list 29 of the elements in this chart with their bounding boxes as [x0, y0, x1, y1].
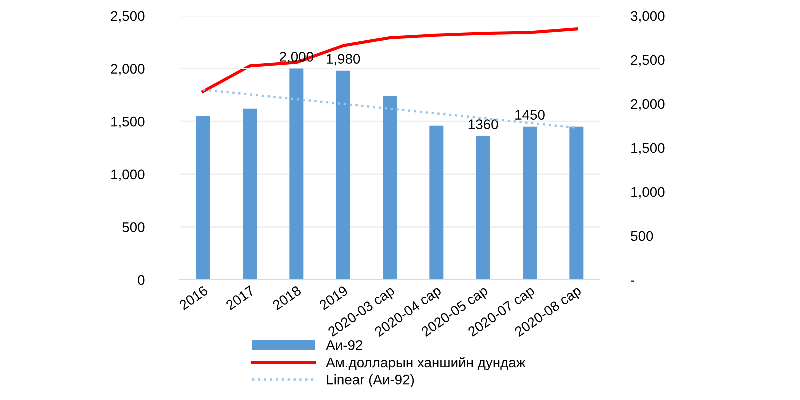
bar: [430, 126, 444, 280]
bar: [476, 136, 490, 280]
y2-tick-label: 1,000: [632, 187, 665, 199]
data-label: 1360: [468, 120, 498, 130]
y-tick-label: 0: [138, 275, 145, 286]
y2-tick-label: -: [631, 280, 635, 282]
bar: [383, 96, 397, 280]
y-tick-label: 2,000: [111, 64, 145, 76]
bar: [570, 126, 584, 280]
y-tick-label: 1,000: [112, 170, 145, 182]
y-tick-label: 2,500: [111, 11, 145, 23]
bar: [243, 108, 257, 280]
y2-tick-label: 2,000: [631, 99, 665, 111]
y-tick-label: 1,500: [112, 116, 145, 128]
data-label: 1,980: [327, 54, 360, 66]
bar: [336, 70, 350, 280]
bar: [290, 68, 304, 280]
legend-label: Linear (Аи-92): [327, 374, 414, 388]
data-label: 1450: [516, 110, 545, 120]
bar: [196, 116, 210, 280]
legend-label: Ам.долларын ханшийн дундаж: [326, 357, 526, 370]
legend-label: Аи-92: [326, 340, 363, 350]
y2-tick-label: 1,500: [632, 143, 665, 155]
bar: [523, 126, 537, 280]
line-series: [202, 28, 578, 94]
y-tick-label: 500: [122, 222, 145, 232]
y2-tick-label: 2,500: [631, 55, 665, 67]
y2-tick-label: 500: [631, 231, 654, 242]
y2-tick-label: 3,000: [631, 11, 665, 23]
